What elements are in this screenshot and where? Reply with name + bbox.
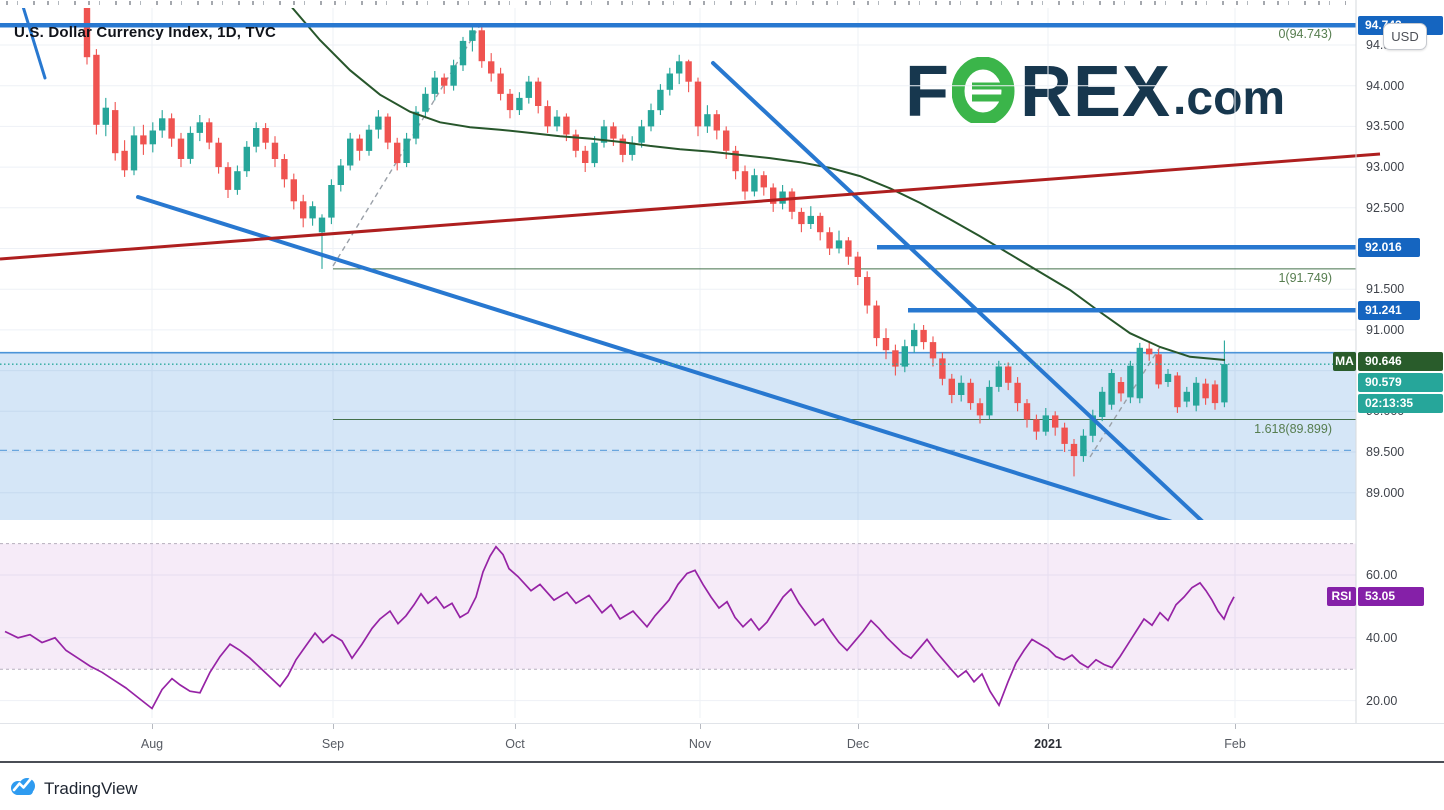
time-tick [1235,723,1236,729]
cropped-text-remnant [6,1,1346,5]
rsi-tag-chip: RSI [1327,587,1356,607]
tradingview-logo-icon [10,776,37,801]
axis-separator [0,723,1444,724]
time-tick [858,723,859,729]
bar-countdown-label: 02:13:35 [1358,393,1443,413]
ray-price-label-92016: 92.016 [1358,237,1420,257]
time-tick [1048,723,1049,729]
chart-canvas[interactable] [0,0,1444,762]
time-tick [152,723,153,729]
time-label: Dec [846,737,870,751]
price-tick: 94.000 [1366,78,1405,93]
tradingview-attribution[interactable]: TradingView [10,776,138,801]
watermark-letters-rex: REX [1019,52,1172,132]
symbol-title[interactable]: U.S. Dollar Currency Index, 1D, TVC [14,24,277,41]
fib-label-0: 0(94.743) [1278,27,1332,42]
ray-price-label-91241: 91.241 [1358,300,1420,320]
last-price-label: 90.579 [1358,372,1443,392]
price-tick: 93.000 [1366,160,1405,175]
price-tick: 93.500 [1366,119,1405,134]
price-scale[interactable]: 94.743 USD 92.016 91.241 90.646 90.579 0… [1356,0,1444,762]
rsi-value-label: 53.05 [1358,587,1424,607]
watermark-domain: .com [1173,72,1286,125]
time-tick [333,723,334,729]
currency-unit-chip[interactable]: USD [1383,23,1427,50]
rsi-tick: 40.00 [1366,630,1398,645]
price-tick: 91.000 [1366,322,1405,337]
price-tick: 92.500 [1366,200,1405,215]
price-tick: 89.000 [1366,485,1405,500]
price-tick: 91.500 [1366,282,1405,297]
rsi-tick: 60.00 [1366,568,1398,582]
time-label: Nov [688,737,712,751]
time-label: Oct [505,737,525,751]
time-tick [700,723,701,729]
price-tick: 89.500 [1366,445,1405,459]
bottom-border [0,761,1444,763]
rsi-tick: 20.00 [1366,693,1398,708]
time-label: 2021 [1034,737,1062,751]
time-label: Feb [1224,737,1246,751]
fib-label-1618: 1.618(89.899) [1254,421,1332,436]
ma-value-label: 90.646 [1358,351,1443,371]
time-axis[interactable]: Aug Sep Oct Nov Dec 2021 Feb [0,723,1444,762]
tradingview-brand-text: TradingView [44,778,138,798]
watermark-letter-f: F [905,52,950,132]
ma-tag-chip: MA [1333,351,1356,371]
time-label: Aug [140,737,164,751]
time-label: Sep [321,737,345,751]
fib-label-1: 1(91.749) [1278,270,1332,285]
time-tick [515,723,516,729]
